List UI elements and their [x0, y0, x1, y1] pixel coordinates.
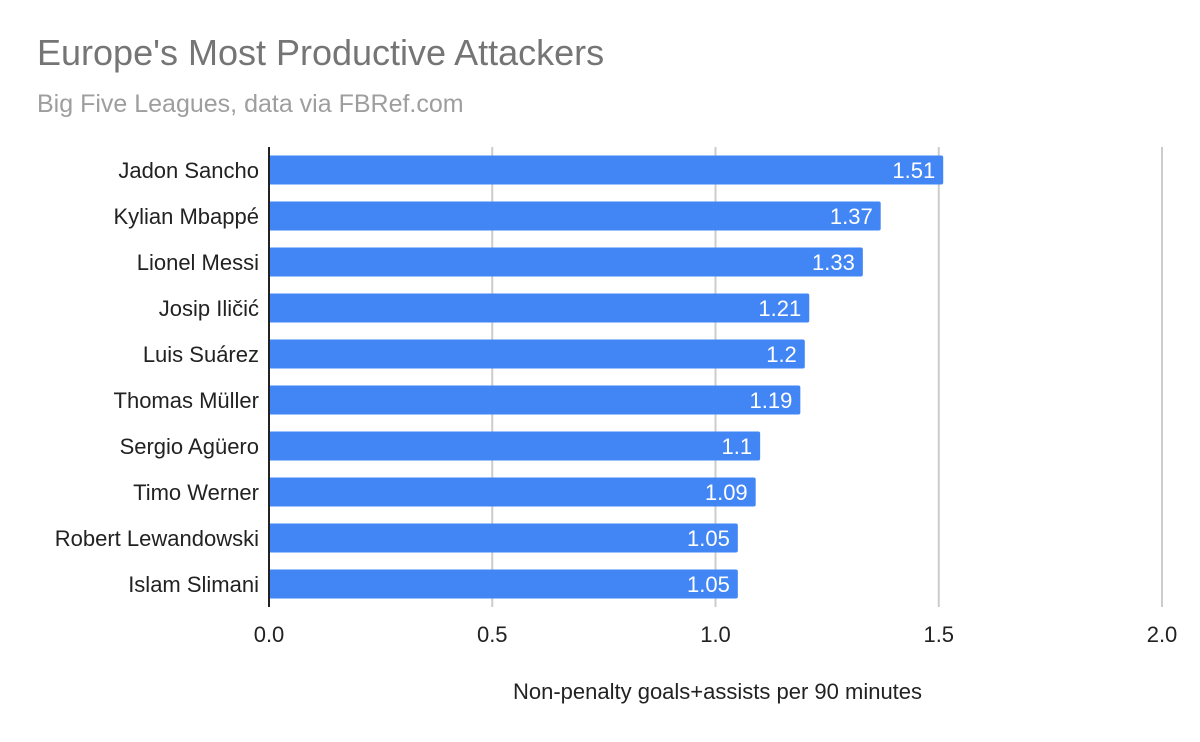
- data-label: 1.51: [892, 158, 935, 183]
- data-label: 1.33: [812, 250, 855, 275]
- x-tick-label: 2.0: [1147, 622, 1178, 647]
- bar: [269, 247, 863, 277]
- bar: [269, 385, 801, 415]
- data-label: 1.19: [750, 388, 793, 413]
- data-label: 1.37: [830, 204, 873, 229]
- x-axis-title: Non-penalty goals+assists per 90 minutes: [513, 679, 922, 704]
- bar: [269, 477, 756, 507]
- x-tick-label: 1.0: [700, 622, 731, 647]
- bar: [269, 523, 738, 553]
- category-label: Lionel Messi: [137, 250, 259, 275]
- category-label: Luis Suárez: [143, 342, 259, 367]
- bar: [269, 293, 810, 323]
- data-label: 1.09: [705, 480, 748, 505]
- bar: [269, 339, 805, 369]
- data-label: 1.2: [766, 342, 797, 367]
- category-label: Josip Iličić: [159, 296, 259, 321]
- category-label: Islam Slimani: [128, 572, 259, 597]
- category-label: Timo Werner: [133, 480, 259, 505]
- x-tick-label: 0.5: [477, 622, 508, 647]
- chart-subtitle: Big Five Leagues, data via FBRef.com: [37, 90, 464, 118]
- label-layer: 0.0 0.5 1.0 1.5 2.0 Jadon Sancho 1.51 Kylian Mb…: [55, 158, 1178, 647]
- bar: [269, 569, 738, 599]
- bar-layer: [269, 155, 944, 599]
- data-label: 1.1: [722, 434, 753, 459]
- chart-title: Europe's Most Productive Attackers: [37, 32, 605, 73]
- category-label: Robert Lewandowski: [55, 526, 259, 551]
- data-label: 1.05: [687, 526, 730, 551]
- data-label: 1.21: [758, 296, 801, 321]
- category-label: Sergio Agüero: [120, 434, 259, 459]
- bar: [269, 155, 944, 185]
- x-tick-label: 1.5: [923, 622, 954, 647]
- category-label: Thomas Müller: [114, 388, 259, 413]
- category-label: Kylian Mbappé: [113, 204, 259, 229]
- bar: [269, 201, 881, 231]
- x-tick-label: 0.0: [254, 622, 285, 647]
- data-label: 1.05: [687, 572, 730, 597]
- category-label: Jadon Sancho: [118, 158, 259, 183]
- bar: [269, 431, 761, 461]
